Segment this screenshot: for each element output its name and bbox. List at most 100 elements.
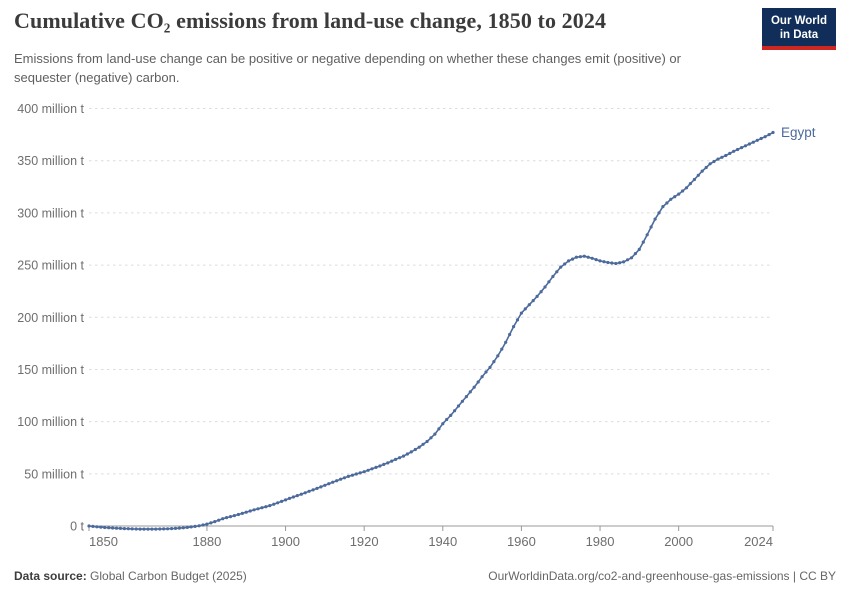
series-point	[606, 260, 610, 265]
series-point	[641, 240, 645, 244]
series-point	[307, 489, 311, 493]
series-point	[567, 259, 571, 263]
series-point	[688, 182, 693, 186]
x-tick-label-1920: 1920	[350, 534, 379, 549]
series-point	[551, 274, 555, 279]
series-point	[350, 473, 354, 477]
series-point	[649, 225, 653, 229]
series-point	[763, 135, 767, 139]
series-point	[91, 524, 95, 529]
series-point	[618, 261, 622, 265]
series-point	[146, 527, 150, 531]
series-point	[771, 130, 775, 135]
series-point	[138, 527, 142, 531]
series-point	[449, 413, 453, 417]
series-point	[193, 524, 197, 529]
series-point	[441, 422, 445, 426]
series-point	[437, 427, 441, 431]
series-point	[590, 256, 594, 260]
series-point	[661, 205, 665, 209]
series-point	[594, 258, 598, 262]
series-point	[378, 464, 382, 468]
series-point	[492, 360, 496, 364]
chart-title: Cumulative CO₂ emissions from land-use c…	[14, 8, 607, 33]
series-point	[531, 299, 535, 303]
y-tick-label-250: 250 million t	[17, 259, 84, 273]
series-point	[311, 488, 315, 492]
series-point	[732, 149, 736, 153]
series-point	[767, 133, 771, 137]
series-point	[252, 508, 256, 512]
series-point	[570, 257, 575, 261]
series-point	[708, 162, 712, 166]
series-point	[645, 233, 649, 237]
series-point	[142, 527, 146, 531]
owid-logo[interactable]: Our World in Data	[761, 8, 836, 50]
series-point	[114, 526, 119, 530]
y-tick-label-400: 400 million t	[17, 102, 84, 116]
series-point	[154, 527, 158, 531]
series-point	[460, 399, 464, 403]
series-point	[264, 505, 268, 509]
series-point	[598, 259, 602, 263]
series-point	[453, 409, 457, 413]
series-point	[130, 527, 134, 531]
series-point	[610, 261, 614, 265]
series-point	[633, 252, 638, 256]
series-point	[331, 480, 335, 484]
series-point	[272, 502, 276, 506]
series-point	[107, 526, 111, 530]
series-point	[103, 525, 107, 530]
series-point	[445, 417, 449, 422]
series-point	[582, 254, 586, 258]
series-point	[629, 256, 634, 260]
series-point	[291, 495, 295, 499]
series-point	[421, 442, 425, 446]
series-point	[134, 527, 138, 531]
series-point	[586, 255, 590, 259]
series-point	[559, 265, 563, 269]
series-point	[346, 474, 350, 478]
series-point	[366, 468, 370, 472]
attribution-link[interactable]: OurWorldinData.org/co2-and-greenhouse-ga…	[488, 569, 836, 583]
series-point	[547, 280, 551, 284]
series-point	[209, 521, 213, 525]
series-point	[751, 140, 755, 144]
series-point	[759, 136, 763, 141]
y-tick-label-0: 0 t	[70, 520, 84, 534]
series-point	[232, 514, 236, 518]
series-point	[535, 294, 539, 298]
series-point	[299, 492, 303, 496]
series-point	[409, 450, 413, 454]
series-point	[213, 520, 217, 524]
y-tick-label-350: 350 million t	[17, 154, 84, 168]
series-point	[692, 177, 697, 182]
series-point	[468, 390, 472, 394]
series-point	[87, 524, 91, 528]
y-tick-label-200: 200 million t	[17, 311, 84, 325]
series-point	[578, 255, 583, 259]
series-point	[696, 173, 700, 177]
series-point	[166, 527, 170, 531]
series-point	[268, 504, 272, 508]
y-tick-label-150: 150 million t	[17, 363, 84, 377]
series-point	[374, 465, 378, 469]
series-point	[504, 340, 508, 344]
series-point	[295, 494, 299, 498]
series-point	[280, 499, 284, 503]
series-point	[205, 522, 209, 526]
series-point	[704, 165, 708, 170]
series-point	[177, 526, 181, 530]
series-point	[488, 365, 492, 369]
series-point	[464, 395, 468, 399]
series-point	[111, 526, 115, 530]
series-point	[173, 526, 178, 531]
y-tick-label-50: 50 million t	[24, 467, 84, 481]
series-point	[287, 496, 292, 500]
series-point	[425, 439, 429, 444]
series-label-egypt[interactable]: Egypt	[781, 125, 816, 140]
series-point	[315, 486, 319, 490]
series-point	[327, 482, 331, 486]
series-point	[260, 506, 264, 510]
